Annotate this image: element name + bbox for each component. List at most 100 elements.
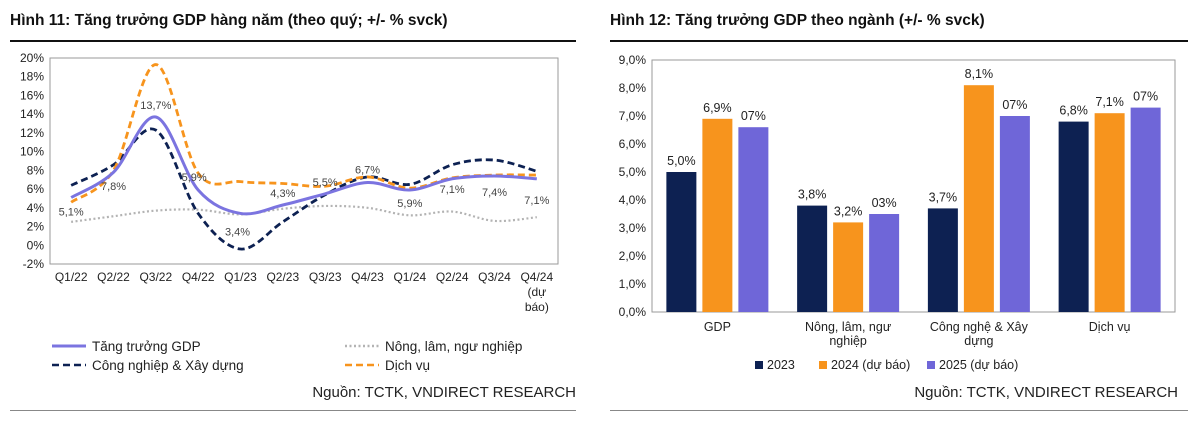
y-tick-label: 7,0% — [619, 109, 647, 123]
data-label: 7,8% — [101, 181, 126, 193]
bar — [1058, 121, 1089, 312]
bar-chart: 0,0% 1,0% 2,0% 3,0% 4,0% 5,0% 6,0% 7,0% 8,0% 9,0%… — [619, 53, 1176, 372]
x-tick-label: Q1/22 — [55, 270, 88, 284]
x-tick-label: Q1/24 — [393, 270, 426, 284]
x-tick-label: Nông, lâm, ngư — [805, 320, 891, 334]
y-tick-label: 10% — [20, 145, 44, 159]
legend-swatch — [819, 361, 827, 369]
data-label: 6,9% — [703, 101, 732, 115]
chart-panel-gdp-quarterly: Hình 11: Tăng trưởng GDP hàng năm (theo … — [0, 0, 585, 427]
data-label: 07% — [741, 109, 766, 123]
bar — [702, 118, 733, 312]
bar — [999, 116, 1030, 312]
legend-label: Tăng trưởng GDP — [92, 339, 201, 354]
title-divider — [10, 40, 576, 42]
y-tick-label: 16% — [20, 88, 44, 102]
y-tick-label: 8,0% — [619, 81, 647, 95]
bar — [797, 205, 828, 312]
y-tick-label: 2,0% — [619, 249, 647, 263]
data-label: 3,4% — [225, 226, 250, 238]
y-tick-label: 2% — [27, 220, 45, 234]
chart-title: Hình 11: Tăng trưởng GDP hàng năm (theo … — [10, 12, 448, 29]
data-label: 3,2% — [834, 204, 863, 218]
y-tick-label: 18% — [20, 70, 44, 84]
y-tick-label: 20% — [20, 51, 44, 65]
data-label: 6,7% — [355, 165, 380, 177]
legend-swatch — [927, 361, 935, 369]
x-tick-label: Q1/23 — [224, 270, 257, 284]
y-tick-label: 0% — [27, 238, 45, 252]
bottom-divider — [610, 410, 1188, 411]
x-tick-label: dựng — [964, 334, 993, 348]
x-tick-label: nghiệp — [829, 334, 867, 348]
chart-title: Hình 12: Tăng trưởng GDP theo ngành (+/-… — [610, 12, 985, 29]
data-label: 03% — [872, 196, 897, 210]
legend-label: Nông, lâm, ngư nghiệp — [385, 339, 522, 354]
bar — [869, 214, 900, 312]
y-tick-label: 3,0% — [619, 221, 647, 235]
data-label: 07% — [1133, 90, 1158, 104]
data-label: 3,7% — [929, 190, 958, 204]
bottom-divider — [10, 410, 576, 411]
x-tick-label: Q4/23 — [351, 270, 384, 284]
legend-label: Dịch vụ — [385, 358, 430, 373]
y-tick-label: 4% — [27, 201, 45, 215]
x-tick-label: Q3/24 — [478, 270, 511, 284]
data-label: 3,8% — [798, 188, 827, 202]
data-label: 5,0% — [667, 154, 696, 168]
data-label: 4,3% — [270, 188, 295, 200]
x-tick-label: Q2/22 — [97, 270, 130, 284]
bar — [1130, 107, 1161, 312]
x-tick-label: GDP — [704, 320, 731, 334]
bar — [963, 85, 994, 312]
y-tick-label: -2% — [23, 257, 45, 271]
bar — [738, 127, 769, 312]
data-label: 7,1% — [440, 184, 465, 196]
data-label: 7,1% — [1095, 95, 1124, 109]
bar — [666, 172, 697, 312]
y-tick-label: 1,0% — [619, 277, 647, 291]
legend-label: 2025 (dự báo) — [939, 358, 1018, 372]
x-tick-label: Dịch vụ — [1089, 320, 1131, 334]
bar — [927, 208, 958, 312]
data-label: 13,7% — [140, 100, 171, 112]
x-tick-label: Công nghệ & Xây — [930, 320, 1029, 334]
y-tick-label: 4,0% — [619, 193, 647, 207]
y-tick-label: 14% — [20, 107, 44, 121]
data-label: 7,1% — [524, 195, 549, 207]
line-chart: -2% 0% 2% 4% 6% 8% 10% 12% 14% 16% 18% 20% Q1/22 Q2/2… — [20, 51, 559, 373]
chart-panel-gdp-sector: Hình 12: Tăng trưởng GDP theo ngành (+/-… — [600, 0, 1200, 427]
series-line — [70, 115, 537, 216]
data-label: 5,5% — [313, 177, 338, 189]
x-tick-label: Q3/22 — [139, 270, 172, 284]
y-tick-label: 6% — [27, 182, 45, 196]
data-label: 5,9% — [182, 172, 207, 184]
y-tick-label: 9,0% — [619, 53, 647, 67]
y-tick-label: 8% — [27, 163, 45, 177]
y-tick-label: 0,0% — [619, 305, 647, 319]
data-label: 8,1% — [965, 67, 994, 81]
plot-area — [49, 57, 559, 265]
data-label: 5,9% — [397, 198, 422, 210]
source-note: Nguồn: TCTK, VNDIRECT RESEARCH — [914, 384, 1178, 401]
legend-label: 2024 (dự báo) — [831, 358, 910, 372]
title-divider — [610, 40, 1188, 42]
legend-swatch — [755, 361, 763, 369]
x-tick-label: Q4/24 — [520, 270, 553, 284]
y-tick-label: 12% — [20, 126, 44, 140]
x-tick-label: (dự — [527, 285, 546, 299]
y-tick-label: 6,0% — [619, 137, 647, 151]
x-tick-label: báo) — [525, 300, 549, 314]
y-tick-label: 5,0% — [619, 165, 647, 179]
x-tick-label: Q2/24 — [436, 270, 469, 284]
data-label: 5,1% — [59, 207, 84, 219]
x-tick-label: Q2/23 — [266, 270, 299, 284]
x-tick-label: Q3/23 — [309, 270, 342, 284]
legend-label: 2023 — [767, 358, 795, 372]
series-line — [70, 127, 538, 251]
plot-area — [651, 59, 1176, 313]
data-label: 07% — [1002, 98, 1027, 112]
bar — [1094, 113, 1125, 312]
bar — [833, 222, 864, 312]
x-tick-label: Q4/22 — [182, 270, 215, 284]
